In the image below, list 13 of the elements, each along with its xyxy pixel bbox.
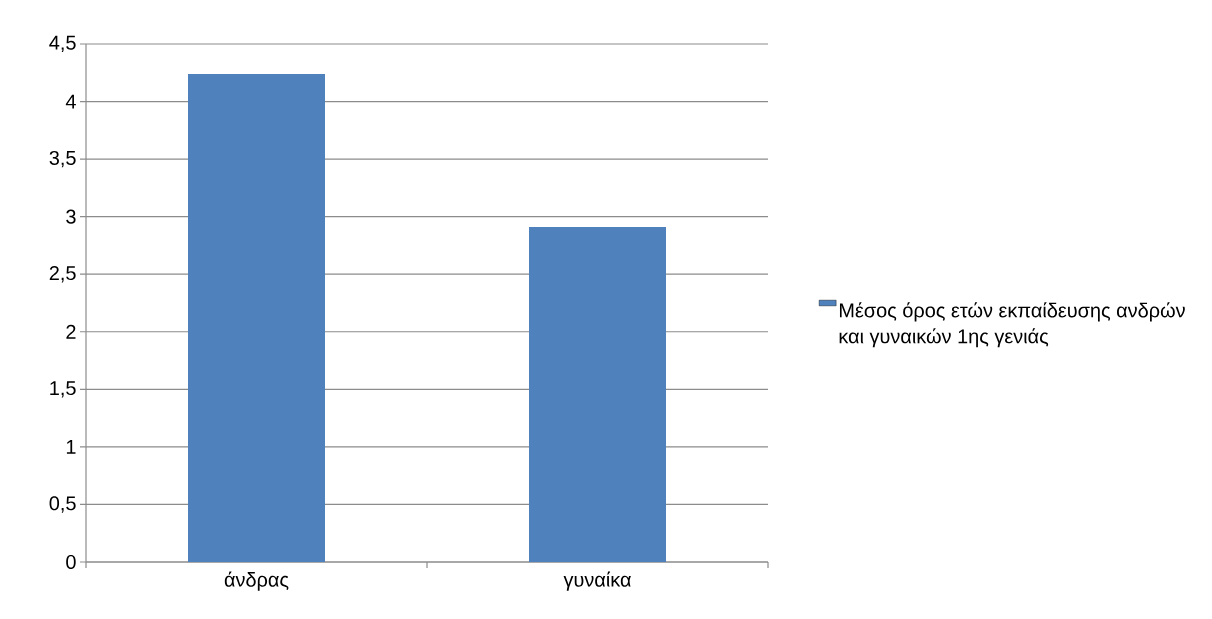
y-tick-label: 3 [66,209,76,224]
y-tick-label: 0 [66,554,76,570]
y-tick-label: 3,5 [49,150,76,168]
x-tick-label: γυναίκα [563,571,631,591]
y-tick-label: 2 [66,324,76,339]
y-tick-label: 4,5 [49,35,76,53]
x-tick-label: άνδρας [224,571,289,591]
y-tick-label: 1,5 [50,381,76,398]
y-tick-label: 4 [65,94,76,109]
y-tick-label: 2,5 [49,265,76,283]
y-tick-label: 1 [66,440,76,454]
legend-label: Μέσος όρος ετών εκπαίδευσης ανδρών και γυναικών 1ης γενιάς [839,302,1185,348]
y-tick-label: 0,5 [49,496,76,513]
